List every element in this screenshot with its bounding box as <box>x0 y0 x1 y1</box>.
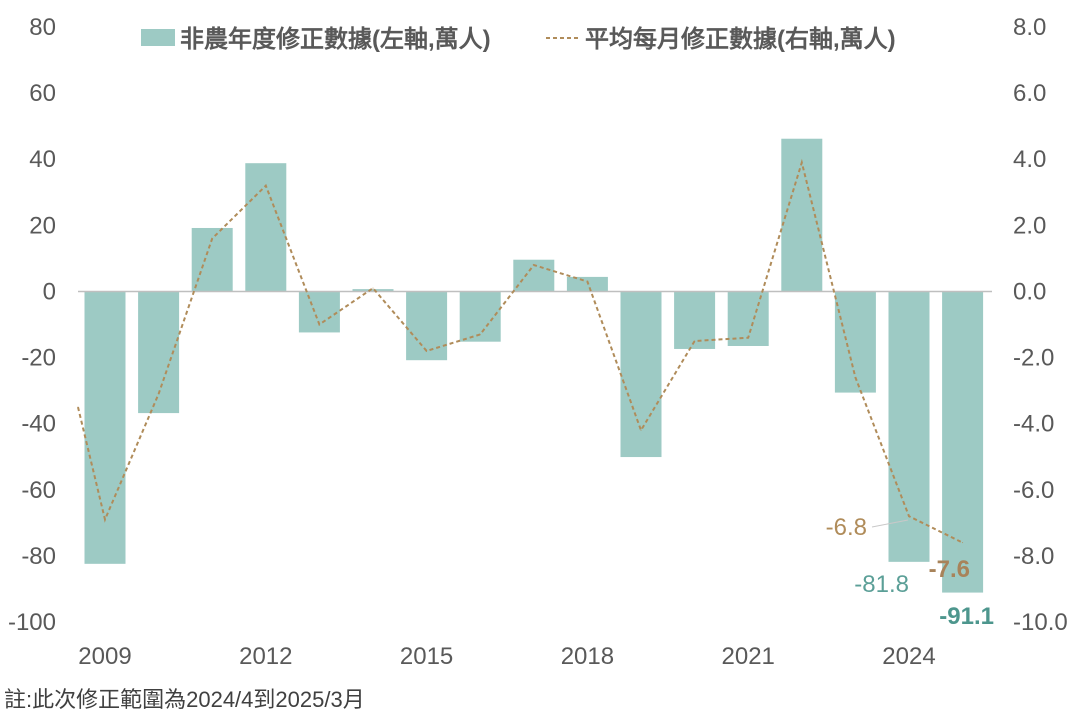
line-point-2016 <box>479 333 481 335</box>
left-tick-label: -100 <box>8 609 56 636</box>
data-label: -7.6 <box>929 556 970 583</box>
data-label: -91.1 <box>939 603 994 630</box>
data-labels: -6.8 -7.6 -81.8 -91.1 <box>826 514 994 630</box>
line-series <box>77 158 964 544</box>
right-tick-label: -4.0 <box>1013 411 1054 438</box>
data-label: -81.8 <box>854 571 909 598</box>
x-axis: 2009 2012 2015 2018 2021 2024 <box>78 643 935 670</box>
line-point-2014 <box>372 287 374 289</box>
legend-bar-label: 非農年度修正數據(左軸,萬人) <box>180 25 491 53</box>
legend-bar-swatch <box>141 29 175 46</box>
line-point-2022 <box>801 162 803 164</box>
bar-2023 <box>834 291 876 393</box>
line-point-2017 <box>533 264 535 266</box>
line-point-2008 <box>77 406 79 408</box>
data-label: -6.8 <box>826 514 867 541</box>
left-tick-label: -60 <box>21 477 56 504</box>
right-tick-label: 6.0 <box>1013 80 1046 107</box>
x-tick-label: 2024 <box>882 643 935 670</box>
line-point-2023 <box>854 376 856 378</box>
line-point-2025 <box>962 542 964 544</box>
line-point-2011 <box>211 238 213 240</box>
right-tick-label: 0.0 <box>1013 278 1046 305</box>
bar-2014 <box>352 289 394 292</box>
line-point-2012 <box>265 185 267 187</box>
line-point-2024 <box>908 515 910 517</box>
bar-2024 <box>888 291 930 562</box>
right-tick-label: -2.0 <box>1013 345 1054 372</box>
x-tick-label: 2009 <box>78 643 131 670</box>
line-point-2019 <box>640 429 642 431</box>
right-tick-label: -8.0 <box>1013 543 1054 570</box>
bar-2012 <box>245 163 287 292</box>
bar-2009 <box>84 291 126 564</box>
chart: 80 60 40 20 0 -20 -40 -60 -80 -100 8.0 6.0 4.0 2.0 0.… <box>8 14 1068 670</box>
right-tick-label: 8.0 <box>1013 14 1046 41</box>
bar-2025 <box>942 291 984 593</box>
x-tick-label: 2012 <box>239 643 292 670</box>
left-tick-label: 0 <box>43 278 56 305</box>
right-tick-label: 4.0 <box>1013 146 1046 173</box>
line-point-2013 <box>318 324 320 325</box>
line-point-2018 <box>586 281 588 283</box>
line-point-2020 <box>694 340 696 342</box>
line-point-2010 <box>158 393 160 395</box>
left-tick-label: -20 <box>21 345 56 372</box>
line-point-2021 <box>747 337 749 339</box>
left-tick-label: 20 <box>29 212 56 239</box>
legend-line-label: 平均每月修正數據(右軸,萬人) <box>585 25 896 53</box>
footnote: 註:此次修正範圍為2024/4到2025/3月 <box>4 687 365 712</box>
left-tick-label: -40 <box>21 411 56 438</box>
left-tick-label: 80 <box>29 14 56 41</box>
avg-monthly-revision-line <box>77 158 964 544</box>
bar-2020 <box>674 291 716 349</box>
bar-series <box>84 138 984 593</box>
left-axis: 80 60 40 20 0 -20 -40 -60 -80 -100 <box>8 14 56 636</box>
left-tick-label: 40 <box>29 146 56 173</box>
right-tick-label: -6.0 <box>1013 477 1054 504</box>
right-tick-label: 2.0 <box>1013 212 1046 239</box>
bar-2011 <box>191 227 233 292</box>
right-tick-label: -10.0 <box>1013 609 1068 636</box>
left-tick-label: -80 <box>21 543 56 570</box>
annotation-leader <box>871 519 909 528</box>
right-axis: 8.0 6.0 4.0 2.0 0.0 -2.0 -4.0 -6.0 -8.0 -10.0 <box>1013 14 1068 636</box>
x-tick-label: 2018 <box>561 643 614 670</box>
line-point-2009 <box>104 519 106 521</box>
bar-2016 <box>459 291 501 342</box>
x-tick-label: 2015 <box>400 643 453 670</box>
bar-2019 <box>620 291 662 458</box>
x-tick-label: 2021 <box>722 643 775 670</box>
legend: 非農年度修正數據(左軸,萬人) 平均每月修正數據(右軸,萬人) <box>141 25 896 53</box>
bar-2013 <box>298 291 340 333</box>
bar-2015 <box>406 291 448 361</box>
left-tick-label: 60 <box>29 80 56 107</box>
line-point-2015 <box>426 350 428 352</box>
